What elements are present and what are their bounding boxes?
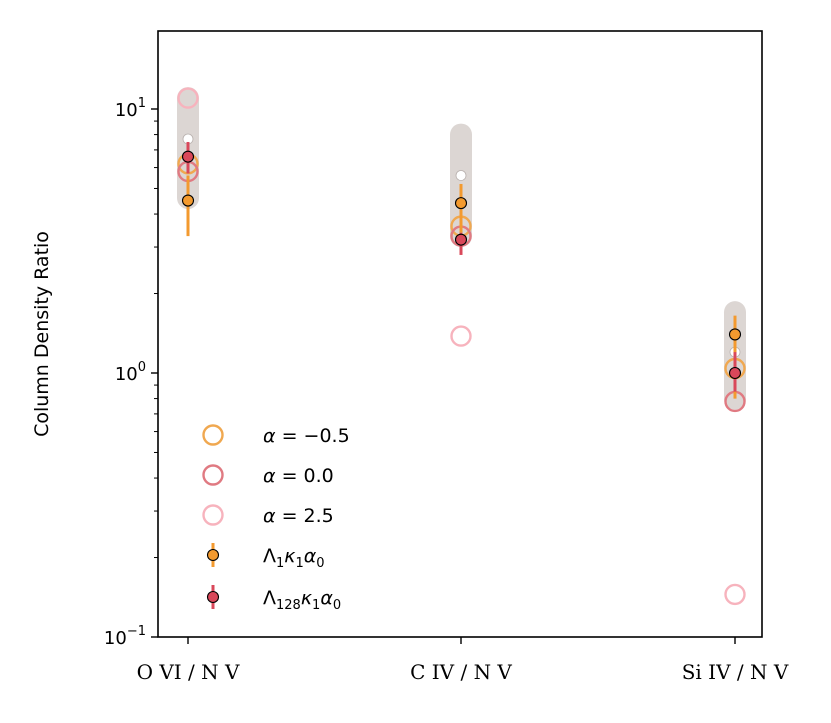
legend-marker-5 xyxy=(206,590,220,604)
legend-label-4: Λ1κ1α0 xyxy=(263,545,325,571)
x-tick-label-1: O VI / N V xyxy=(137,660,240,684)
legend: α = −0.5 α = 0.0 α = 2.5 Λ1κ1α0 Λ128κ1α0 xyxy=(202,424,350,613)
x-tick-label-2: C IV / N V xyxy=(410,660,512,684)
legend-marker-3 xyxy=(202,504,224,526)
legend-marker-2 xyxy=(202,464,224,486)
point-series4-cat1 xyxy=(181,194,195,207)
point-series3-cat1 xyxy=(177,87,199,109)
axes: 10−1 100 101 O VI / N V C IV / N V Si IV / N … xyxy=(31,96,789,684)
point-series3-cat3 xyxy=(724,583,746,606)
x-tick-label-3: Si IV / N V xyxy=(682,660,789,684)
legend-entry-4: Λ1κ1α0 xyxy=(206,543,325,571)
plot-frame xyxy=(157,30,763,638)
point-series5-cat2 xyxy=(454,233,468,246)
point-series5-cat1 xyxy=(181,150,195,163)
legend-label-1: α = −0.5 xyxy=(263,425,350,447)
legend-entry-1: α = −0.5 xyxy=(202,424,350,447)
legend-marker-4 xyxy=(206,548,220,562)
legend-label-5: Λ128κ1α0 xyxy=(263,587,341,613)
legend-label-2: α = 0.0 xyxy=(263,465,334,487)
legend-label-3: α = 2.5 xyxy=(263,505,334,527)
point-series4-cat3 xyxy=(728,328,742,341)
y-axis-label: Column Density Ratio xyxy=(31,231,53,437)
observed-point-cat2 xyxy=(455,170,467,181)
legend-entry-2: α = 0.0 xyxy=(202,464,334,487)
data-marks xyxy=(177,87,746,606)
point-series5-cat3 xyxy=(728,366,742,380)
y-tick-label-3: 101 xyxy=(115,96,146,121)
legend-marker-1 xyxy=(202,424,224,446)
y-tick-label-1: 10−1 xyxy=(104,624,146,649)
legend-entry-5: Λ128κ1α0 xyxy=(206,585,341,613)
point-series4-cat2 xyxy=(454,197,468,210)
legend-entry-3: α = 2.5 xyxy=(202,504,334,527)
point-series3-cat2 xyxy=(450,325,472,347)
y-tick-label-2: 100 xyxy=(115,360,146,385)
